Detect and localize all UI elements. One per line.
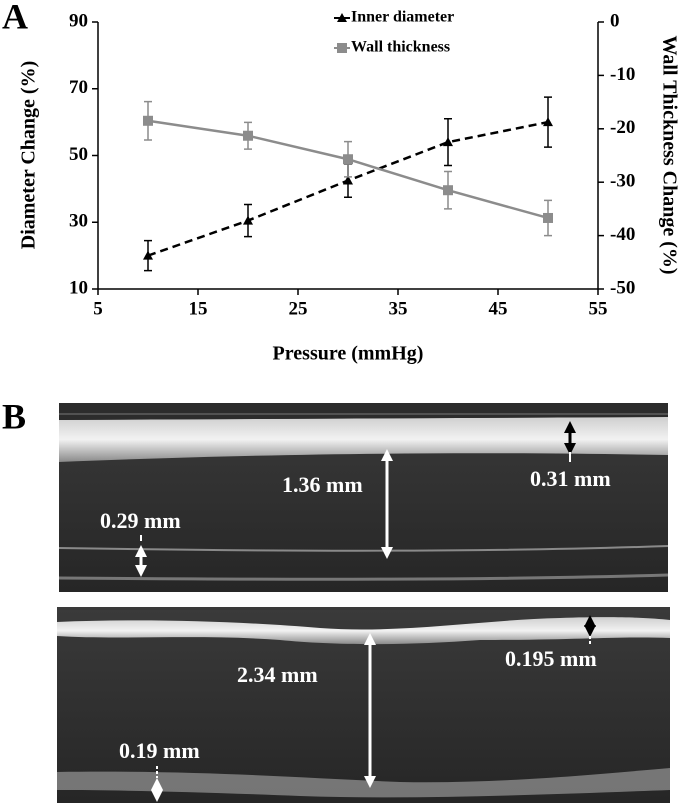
legend-label: Inner diameter xyxy=(351,9,454,26)
x-tick-label: 55 xyxy=(589,298,608,319)
marker xyxy=(343,154,353,165)
x-tick-label: 45 xyxy=(489,298,508,319)
x-axis-label: Pressure (mmHg) xyxy=(273,343,424,365)
measurement-label: 0.29 mm xyxy=(100,508,181,533)
marker xyxy=(143,115,153,126)
marker xyxy=(143,250,153,260)
legend-marker xyxy=(337,13,347,22)
x-tick-label: 35 xyxy=(389,298,408,319)
measurement-label: 0.195 mm xyxy=(505,646,597,671)
chart: 5 15 25 35 45 55 10 30 50 70 90 0 -10 -20 -30 -40 -50 Inn… xyxy=(69,9,635,320)
y2-axis-label: Wall Thickness Change (%) xyxy=(658,35,680,274)
x-tick-label: 5 xyxy=(93,298,103,319)
y-tick-label: 70 xyxy=(69,77,88,98)
x-tick-label: 15 xyxy=(189,298,208,319)
y-tick-label: 50 xyxy=(69,144,88,165)
marker xyxy=(543,117,553,127)
measurement-label: 2.34 mm xyxy=(237,662,318,687)
marker xyxy=(243,130,253,141)
marker xyxy=(443,137,453,147)
measurement-label: 0.31 mm xyxy=(530,466,611,491)
y2-tick-label: -30 xyxy=(610,171,635,192)
y-tick-label: 90 xyxy=(69,10,88,31)
legend-label: Wall thickness xyxy=(351,39,450,56)
y2-tick-label: -10 xyxy=(610,64,635,85)
marker xyxy=(543,212,553,223)
y-tick-label: 30 xyxy=(69,211,88,232)
y-axis-label: Diameter Change (%) xyxy=(18,61,40,249)
measurement-label: 0.19 mm xyxy=(119,738,200,763)
legend-marker xyxy=(337,43,347,53)
marker xyxy=(343,175,353,185)
marker xyxy=(243,215,253,225)
y2-tick-label: -50 xyxy=(610,277,635,298)
panel-label: A xyxy=(2,0,28,36)
oct-image xyxy=(57,607,670,803)
measurement-label: 1.36 mm xyxy=(282,472,363,497)
oct-image xyxy=(58,403,669,592)
y2-tick-label: -20 xyxy=(610,117,635,138)
x-tick-label: 25 xyxy=(289,298,308,319)
marker xyxy=(443,185,453,196)
y2-tick-label: -40 xyxy=(610,224,635,245)
panel-label: B xyxy=(2,396,26,436)
y2-tick-label: 0 xyxy=(610,10,620,31)
y-tick-label: 10 xyxy=(69,277,88,298)
